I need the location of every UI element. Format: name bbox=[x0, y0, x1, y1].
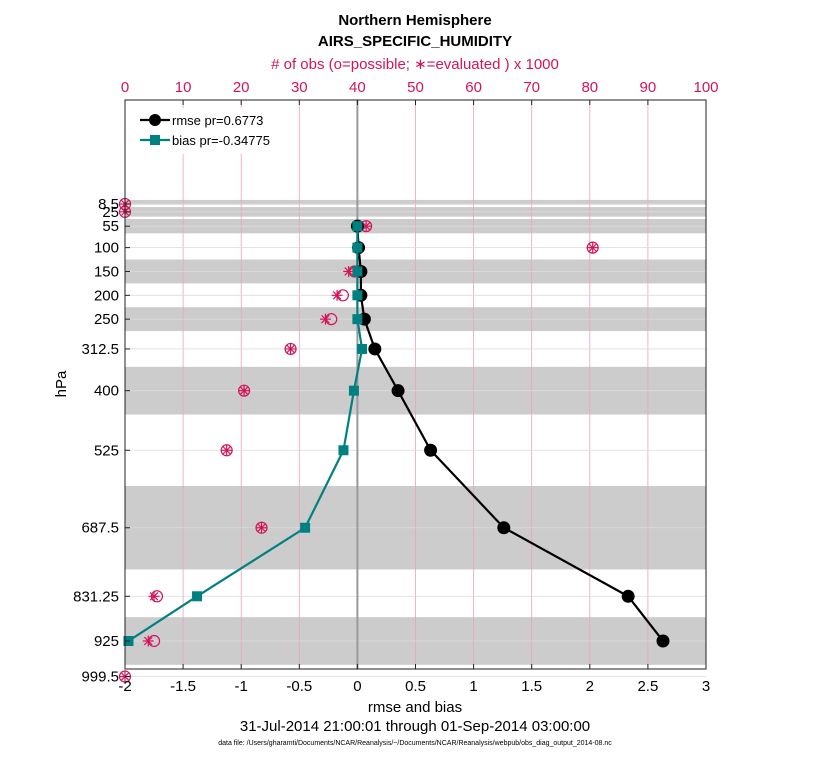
bias-point bbox=[352, 242, 363, 253]
y-tick-label: 250 bbox=[94, 311, 119, 328]
x-tick-label: -0.5 bbox=[286, 678, 312, 695]
x-tick-label: 0 bbox=[353, 678, 361, 695]
y-tick-label: 8.5 bbox=[98, 196, 119, 213]
y-tick-label: 100 bbox=[94, 240, 119, 257]
legend-rmse-label: rmse pr=0.6773 bbox=[172, 113, 263, 128]
asterisk-stroke bbox=[222, 445, 231, 455]
top-tick-label: 90 bbox=[640, 79, 657, 96]
obs-evaluated-marker bbox=[360, 220, 372, 232]
y-tick-label: 55 bbox=[102, 218, 119, 235]
bias-point bbox=[300, 522, 311, 533]
bias-point bbox=[348, 385, 359, 396]
bias-point bbox=[352, 314, 363, 325]
asterisk-stroke bbox=[588, 243, 598, 252]
plot-area: -2 -1.5 -1 -0.5 0 0.5 1 1.5 2 2.5 30 10 20 30 40 50 60 70… bbox=[73, 79, 718, 695]
x-tick-label: 3 bbox=[702, 678, 710, 695]
top-tick-label: 80 bbox=[581, 79, 598, 96]
top-tick-label: 0 bbox=[121, 79, 129, 96]
obs-evaluated-marker bbox=[343, 265, 355, 277]
x-tick-label: 1.5 bbox=[521, 678, 542, 695]
date-range-label: 31-Jul-2014 21:00:01 through 01-Sep-2014… bbox=[240, 718, 590, 735]
y-tick-label: 150 bbox=[94, 263, 119, 280]
asterisk-stroke bbox=[149, 591, 159, 601]
legend-bias-label: bias pr=-0.34775 bbox=[172, 133, 270, 148]
top-tick-label: 70 bbox=[523, 79, 540, 96]
obs-evaluated-marker bbox=[285, 343, 297, 355]
bias-point bbox=[338, 445, 349, 456]
asterisk-stroke bbox=[257, 523, 266, 533]
x-axis-label: rmse and bias bbox=[368, 699, 462, 716]
legend-rmse-marker bbox=[149, 114, 161, 126]
rmse-point bbox=[368, 342, 382, 356]
bias-point bbox=[352, 266, 363, 277]
y-tick-label: 400 bbox=[94, 383, 119, 400]
asterisk-stroke bbox=[286, 344, 295, 354]
chart-title: Northern Hemisphere bbox=[338, 12, 491, 29]
top-axis-label: # of obs (o=possible; ∗=evaluated ) x 10… bbox=[271, 56, 559, 73]
x-tick-label: 0.5 bbox=[405, 678, 426, 695]
x-tick-label: -1.5 bbox=[170, 678, 196, 695]
bias-point bbox=[352, 290, 363, 301]
y-tick-label: 312.5 bbox=[81, 341, 119, 358]
asterisk-stroke bbox=[239, 386, 249, 395]
legend-bias-marker bbox=[150, 135, 160, 145]
rmse-point bbox=[656, 634, 670, 648]
y-tick-label: 525 bbox=[94, 442, 119, 459]
x-tick-label: 1 bbox=[469, 678, 477, 695]
obs-evaluated-marker bbox=[587, 242, 599, 254]
y-tick-label: 200 bbox=[94, 287, 119, 304]
rmse-point bbox=[391, 384, 405, 398]
bias-point bbox=[357, 343, 368, 354]
rmse-point bbox=[497, 521, 511, 535]
x-tick-label: 2 bbox=[586, 678, 594, 695]
top-tick-label: 10 bbox=[175, 79, 192, 96]
asterisk-stroke bbox=[361, 221, 371, 231]
asterisk-stroke bbox=[321, 314, 330, 324]
asterisk-stroke bbox=[143, 636, 153, 646]
y-axis-label: hPa bbox=[53, 370, 70, 397]
chart-subtitle: AIRS_SPECIFIC_HUMIDITY bbox=[318, 33, 512, 50]
y-tick-label: 999.5 bbox=[81, 669, 119, 686]
asterisk-stroke bbox=[332, 290, 342, 300]
bias-point bbox=[352, 221, 363, 232]
obs-evaluated-marker bbox=[238, 385, 250, 397]
y-tick-label: 925 bbox=[94, 633, 119, 650]
legend: rmse pr=0.6773 bias pr=-0.34775 bbox=[133, 108, 283, 154]
top-tick-label: 100 bbox=[693, 79, 718, 96]
obs-evaluated-marker bbox=[148, 590, 160, 602]
asterisk-stroke bbox=[344, 267, 353, 276]
top-tick-label: 20 bbox=[233, 79, 250, 96]
x-tick-label: -2 bbox=[118, 678, 131, 695]
top-tick-label: 60 bbox=[465, 79, 482, 96]
data-file-footnote: data file: /Users/gharamti/Documents/NCA… bbox=[218, 740, 612, 747]
obs-evaluated-marker bbox=[319, 313, 331, 325]
y-tick-label: 831.25 bbox=[73, 588, 119, 605]
rmse-point bbox=[424, 443, 438, 457]
rmse-point bbox=[621, 589, 635, 603]
x-tick-label: 2.5 bbox=[637, 678, 658, 695]
x-tick-label: -1 bbox=[235, 678, 248, 695]
obs-evaluated-marker bbox=[331, 289, 343, 301]
y-tick-label: 687.5 bbox=[81, 520, 119, 537]
y-tick-label: 25 bbox=[102, 204, 119, 221]
bias-point bbox=[192, 591, 203, 602]
obs-evaluated-marker bbox=[256, 522, 268, 534]
obs-evaluated-marker bbox=[142, 635, 154, 647]
obs-evaluated-marker bbox=[221, 444, 233, 456]
top-tick-label: 40 bbox=[349, 79, 366, 96]
top-tick-label: 30 bbox=[291, 79, 308, 96]
top-tick-label: 50 bbox=[407, 79, 424, 96]
